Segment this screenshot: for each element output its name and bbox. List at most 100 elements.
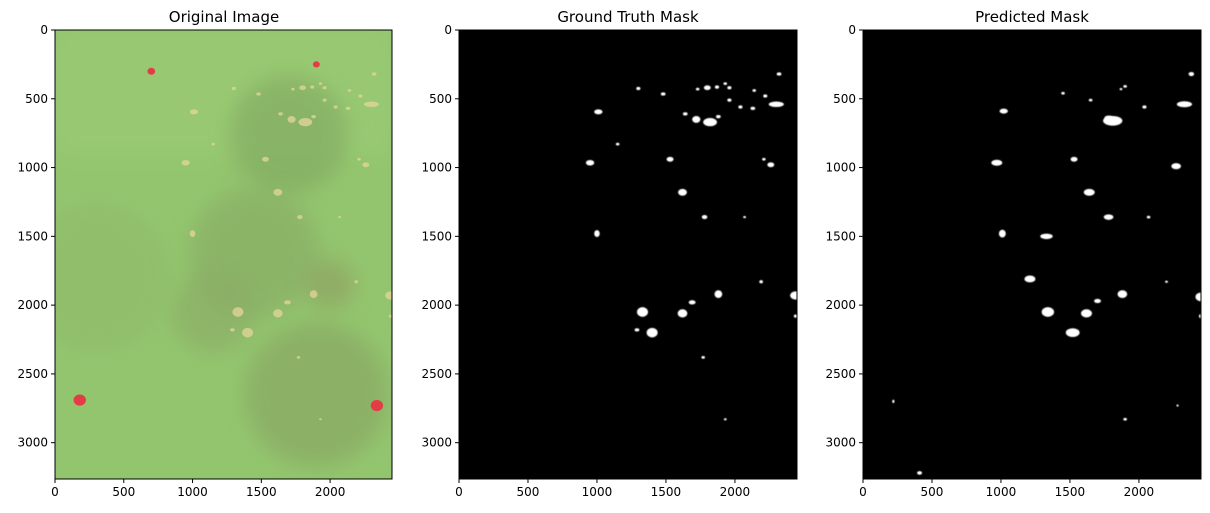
sand-speck (385, 291, 392, 300)
sand-speck (273, 188, 283, 196)
sand-speck (296, 356, 301, 359)
mask-spot (701, 215, 708, 220)
mask-spot (594, 109, 603, 115)
x-tick-label: 500 (921, 485, 944, 499)
dark-turf-patch (55, 201, 172, 354)
sand-speck (230, 328, 235, 332)
x-tick-label: 0 (455, 485, 463, 499)
y-tick-label: 1500 (17, 229, 48, 243)
y-tick-label: 3000 (825, 436, 856, 450)
sand-speck (211, 142, 215, 146)
mask-spot (636, 307, 649, 317)
dark-turf-patch (171, 270, 255, 354)
dark-turf-patch (305, 259, 355, 310)
sand-speck (322, 86, 327, 90)
red-marker (312, 61, 320, 68)
x-tick-label: 0 (51, 485, 59, 499)
x-axis: 0 500 1000 1500 2000 (51, 479, 345, 499)
panel-predicted-mask: Predicted Mask 0 500 1000 1500 2000 0 500 1000… (825, 8, 1202, 499)
sand-speck (262, 156, 269, 162)
mask-spot (1165, 280, 1168, 283)
sand-speck (358, 94, 363, 98)
x-tick-label: 1000 (986, 485, 1017, 499)
mask-spot (646, 327, 658, 338)
mask-spot (636, 86, 641, 91)
y-tick-label: 1000 (17, 161, 48, 175)
y-tick-label: 0 (444, 23, 452, 37)
y-axis: 0 500 1000 1500 2000 2500 3000 (421, 23, 459, 450)
mask-spot (723, 418, 727, 421)
sand-speck (318, 82, 323, 86)
sand-speck (371, 72, 377, 76)
x-tick-label: 1500 (651, 485, 682, 499)
image-background (863, 30, 1201, 479)
y-tick-label: 1500 (421, 229, 452, 243)
image-area (459, 30, 797, 479)
y-tick-label: 1000 (825, 161, 856, 175)
x-axis: 0 500 1000 1500 2000 (455, 479, 750, 499)
panel-original-image: Original Image 0 500 1000 1500 2000 0 500 1000… (17, 8, 393, 499)
mask-spot (594, 230, 600, 238)
image-area (863, 30, 1201, 479)
sand-speck (291, 87, 295, 91)
dark-turf-patch (244, 323, 388, 467)
mask-spot (695, 87, 700, 91)
mask-spot (1142, 105, 1147, 109)
mask-spot (790, 291, 797, 300)
sand-speck (388, 314, 392, 318)
mask-spot (793, 314, 797, 318)
sand-speck (319, 418, 322, 421)
sand-speck (278, 112, 283, 116)
red-marker (73, 394, 86, 406)
sand-speck (231, 86, 236, 91)
mask-spot (1171, 163, 1181, 170)
mask-spot (1094, 298, 1101, 304)
mask-spot (666, 156, 674, 162)
y-tick-label: 1000 (421, 161, 452, 175)
axes-frame (54, 29, 393, 480)
mask-spot (1176, 101, 1193, 108)
mask-spot (892, 399, 895, 404)
mask-spot (1088, 98, 1093, 102)
x-tick-label: 1000 (177, 485, 208, 499)
mask-spot (763, 94, 768, 98)
mask-spot (999, 108, 1008, 114)
mask-spot (1103, 214, 1114, 220)
mask-spot (776, 72, 782, 76)
mask-spot (762, 157, 766, 161)
mask-spot (743, 215, 746, 219)
mask-spot (727, 86, 732, 90)
mask-spot (716, 115, 721, 119)
mask-spot (1195, 292, 1201, 302)
mask-spot (991, 159, 1003, 166)
mask-spot (998, 229, 1006, 238)
x-tick-label: 500 (517, 485, 540, 499)
sand-speck (363, 101, 379, 108)
y-tick-label: 1500 (825, 229, 856, 243)
panel-title: Ground Truth Mask (557, 8, 699, 26)
panel-title: Original Image (169, 8, 279, 26)
mask-spot (1188, 71, 1195, 77)
sand-speck (357, 157, 361, 161)
panel-title: Predicted Mask (975, 8, 1089, 26)
sand-speck (181, 159, 190, 166)
y-axis: 0 500 1000 1500 2000 2500 3000 (825, 23, 863, 450)
mask-spot (678, 188, 687, 196)
sand-speck (299, 85, 307, 91)
sand-speck (338, 215, 342, 219)
mask-spot (738, 105, 743, 109)
y-tick-label: 3000 (17, 436, 48, 450)
y-tick-label: 500 (25, 92, 48, 106)
y-tick-label: 500 (429, 92, 452, 106)
mask-spot (1083, 188, 1095, 196)
y-tick-label: 2500 (825, 367, 856, 381)
sand-speck (297, 215, 303, 220)
sand-speck (298, 118, 313, 127)
sand-speck (362, 162, 370, 168)
mask-spot (682, 112, 688, 116)
axes-frame (458, 29, 798, 480)
mask-spot (714, 85, 720, 89)
mask-spot (767, 162, 775, 168)
mask-spot (917, 471, 923, 475)
